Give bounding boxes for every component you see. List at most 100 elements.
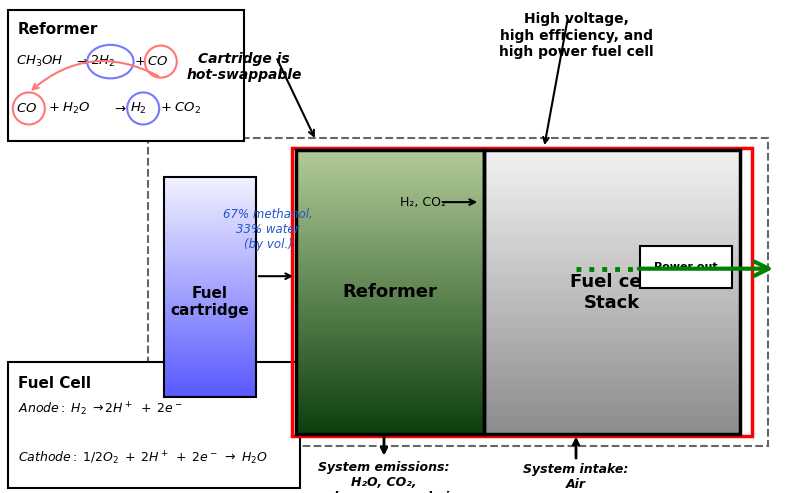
Bar xyxy=(296,331,484,335)
Bar xyxy=(484,252,740,257)
Text: H₂, CO₂: H₂, CO₂ xyxy=(400,196,446,209)
Bar xyxy=(296,409,484,413)
Bar xyxy=(296,263,484,267)
Bar xyxy=(296,370,484,374)
Bar xyxy=(484,302,740,306)
Text: Reformer: Reformer xyxy=(18,22,98,37)
Bar xyxy=(164,319,256,323)
Bar xyxy=(484,224,740,228)
Bar xyxy=(484,313,740,317)
Bar xyxy=(296,270,484,275)
Bar xyxy=(484,309,740,314)
Bar xyxy=(484,242,740,246)
Bar xyxy=(164,221,256,224)
Bar xyxy=(484,384,740,388)
Bar xyxy=(296,228,484,232)
Bar xyxy=(164,226,256,230)
Bar xyxy=(484,196,740,200)
Text: $Cathode:\;1/2O_2\;+\;2H^+\;+\;2e^-\;\rightarrow\;H_2O$: $Cathode:\;1/2O_2\;+\;2H^+\;+\;2e^-\;\ri… xyxy=(18,450,267,467)
Bar xyxy=(484,150,740,154)
Bar xyxy=(484,231,740,236)
Bar xyxy=(484,320,740,324)
Bar xyxy=(484,317,740,320)
Bar xyxy=(296,302,484,306)
Text: $H_2$: $H_2$ xyxy=(130,101,147,116)
Text: Fuel cell
Stack: Fuel cell Stack xyxy=(570,273,654,312)
Bar xyxy=(296,423,484,427)
Bar xyxy=(164,202,256,205)
Bar xyxy=(484,189,740,193)
Bar xyxy=(296,309,484,314)
Bar xyxy=(296,171,484,175)
Bar xyxy=(484,288,740,292)
Bar xyxy=(164,284,256,287)
Bar xyxy=(164,243,256,246)
Bar xyxy=(296,249,484,253)
Bar xyxy=(484,362,740,366)
Bar xyxy=(296,345,484,349)
Bar xyxy=(296,334,484,338)
Bar xyxy=(296,196,484,200)
Bar xyxy=(296,299,484,303)
Bar xyxy=(296,401,484,405)
Text: $2H_2$: $2H_2$ xyxy=(90,54,116,69)
Bar xyxy=(484,331,740,335)
Bar xyxy=(484,423,740,427)
Bar xyxy=(8,10,244,141)
Text: Fuel Cell: Fuel Cell xyxy=(18,376,90,391)
Bar xyxy=(164,240,256,244)
Bar xyxy=(296,366,484,370)
Text: $CH_3OH$: $CH_3OH$ xyxy=(16,54,63,69)
Bar xyxy=(484,352,740,356)
Bar xyxy=(296,221,484,225)
Bar xyxy=(484,256,740,260)
Bar xyxy=(484,387,740,391)
Bar xyxy=(164,180,256,183)
Bar xyxy=(484,295,740,299)
Bar xyxy=(164,286,256,290)
Bar xyxy=(164,265,256,268)
Bar xyxy=(164,366,256,369)
Bar xyxy=(296,377,484,381)
Text: $+\;H_2O$: $+\;H_2O$ xyxy=(48,101,91,116)
Bar xyxy=(164,352,256,356)
Bar xyxy=(484,168,740,172)
Text: Power out: Power out xyxy=(654,262,718,273)
Bar xyxy=(296,189,484,193)
Bar xyxy=(164,377,256,381)
Bar xyxy=(484,278,740,282)
Bar xyxy=(296,373,484,377)
Bar xyxy=(296,246,484,249)
Bar xyxy=(164,254,256,257)
Bar xyxy=(296,284,484,288)
Bar xyxy=(296,387,484,391)
Bar xyxy=(484,366,740,370)
Bar xyxy=(296,150,484,154)
Bar xyxy=(296,150,484,434)
Bar xyxy=(296,281,484,285)
Bar xyxy=(484,355,740,359)
Bar xyxy=(164,347,256,350)
Bar xyxy=(164,210,256,213)
Bar xyxy=(484,213,740,218)
Text: $\rightarrow$: $\rightarrow$ xyxy=(112,102,127,115)
Bar xyxy=(484,405,740,409)
Bar xyxy=(296,288,484,292)
Bar xyxy=(484,359,740,363)
Bar xyxy=(164,262,256,265)
Bar xyxy=(484,228,740,232)
Bar xyxy=(164,355,256,358)
Bar xyxy=(164,375,256,378)
Text: Cartridge is
hot-swappable: Cartridge is hot-swappable xyxy=(186,52,302,82)
Bar xyxy=(296,295,484,299)
Bar xyxy=(484,260,740,264)
Bar xyxy=(484,306,740,310)
Bar xyxy=(164,333,256,337)
Bar xyxy=(484,334,740,338)
Bar xyxy=(164,372,256,375)
Bar xyxy=(8,362,300,488)
Bar xyxy=(296,178,484,182)
Bar xyxy=(296,235,484,239)
Text: $Anode:\;H_2\;\rightarrow 2H^+\;+\;2e^-$: $Anode:\;H_2\;\rightarrow 2H^+\;+\;2e^-$ xyxy=(18,400,182,418)
Bar xyxy=(164,363,256,367)
